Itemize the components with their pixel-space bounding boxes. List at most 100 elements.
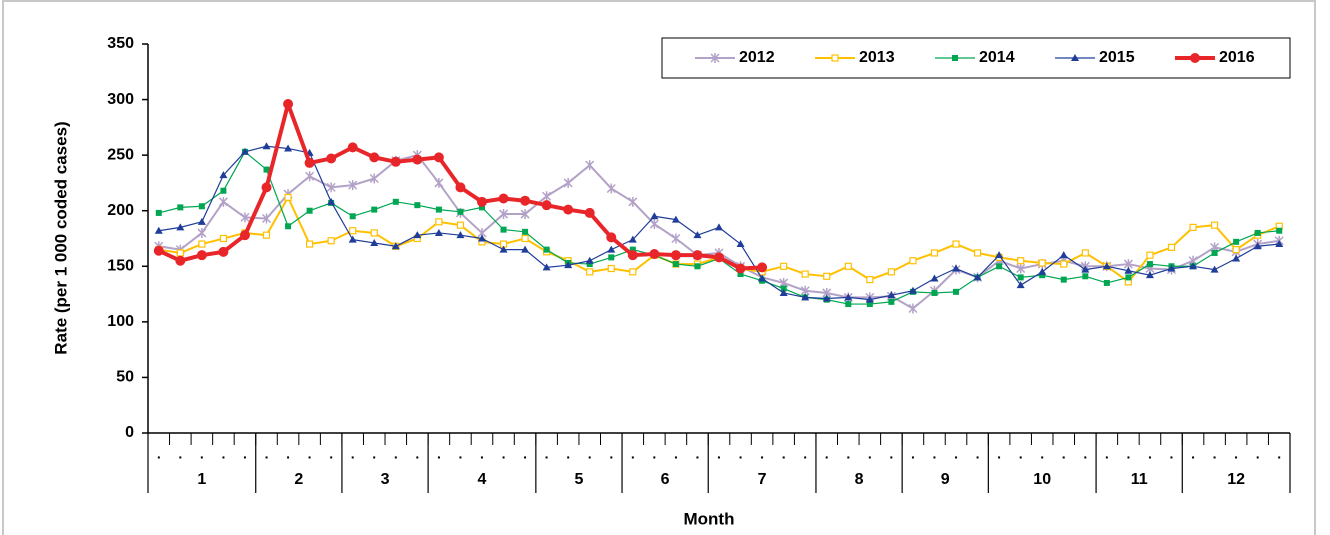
x-tick-label: . — [415, 446, 419, 462]
marker — [414, 202, 421, 209]
y-tick-label: 100 — [107, 313, 134, 330]
marker — [196, 250, 207, 261]
marker — [585, 256, 594, 264]
marker — [1232, 254, 1241, 262]
month-label: 11 — [1131, 471, 1148, 488]
marker — [1232, 246, 1240, 254]
marker — [349, 227, 357, 235]
x-tick-label: . — [739, 446, 743, 462]
x-tick-label: . — [803, 446, 807, 462]
x-tick-label: . — [200, 446, 204, 462]
x-tick-label: . — [523, 446, 527, 462]
marker — [1211, 249, 1218, 256]
marker — [1038, 259, 1046, 267]
marker — [735, 263, 746, 274]
x-tick-label: . — [609, 446, 613, 462]
marker — [1145, 271, 1154, 279]
marker — [520, 209, 530, 220]
marker — [284, 193, 292, 201]
marker — [563, 177, 573, 188]
x-tick-label: . — [265, 446, 269, 462]
marker — [1060, 276, 1067, 283]
marker — [218, 246, 229, 257]
y-tick-label: 0 — [125, 424, 134, 441]
month-label: 3 — [381, 471, 390, 488]
marker — [1253, 242, 1262, 250]
marker — [973, 273, 982, 281]
marker — [607, 245, 616, 253]
legend-marker — [710, 53, 720, 63]
marker — [522, 228, 529, 235]
marker — [327, 237, 335, 245]
marker — [261, 213, 272, 224]
x-tick-label: . — [846, 446, 850, 462]
marker — [693, 231, 702, 239]
month-label: 2 — [294, 471, 303, 488]
marker — [326, 153, 337, 164]
marker — [348, 180, 358, 191]
marker — [670, 250, 681, 261]
marker — [672, 261, 679, 268]
marker — [521, 234, 529, 243]
x-tick-label: . — [1040, 446, 1044, 462]
marker — [1082, 273, 1089, 280]
marker — [347, 142, 358, 153]
marker — [435, 206, 442, 213]
marker — [326, 182, 336, 193]
legend-label: 2016 — [1219, 49, 1255, 66]
series-line — [158, 145, 1280, 301]
x-tick-label: . — [545, 446, 549, 462]
marker — [306, 207, 313, 214]
marker — [155, 209, 162, 216]
marker — [952, 264, 961, 272]
marker — [930, 249, 939, 257]
month-label: 8 — [855, 471, 864, 488]
y-tick-label: 50 — [116, 369, 134, 386]
marker — [649, 249, 660, 260]
x-tick-label: . — [1148, 446, 1152, 462]
x-tick-label: . — [933, 446, 937, 462]
x-tick-label: . — [976, 446, 980, 462]
marker — [801, 293, 810, 301]
series-line — [158, 196, 1280, 283]
marker — [1016, 281, 1025, 289]
marker — [1275, 240, 1284, 248]
marker — [627, 250, 638, 261]
x-tick-label: . — [157, 446, 161, 462]
marker — [1189, 262, 1198, 270]
x-tick-label: . — [674, 446, 678, 462]
marker — [220, 187, 227, 194]
marker — [369, 152, 380, 163]
x-tick-label: . — [1062, 446, 1066, 462]
month-label: 12 — [1227, 471, 1245, 488]
x-tick-label: . — [243, 446, 247, 462]
marker — [261, 182, 272, 193]
x-tick-label: . — [502, 446, 506, 462]
marker — [1016, 263, 1026, 274]
marker — [607, 264, 615, 273]
marker — [434, 228, 443, 236]
y-tick-label: 200 — [107, 202, 134, 219]
marker — [909, 257, 917, 265]
marker — [304, 157, 315, 168]
marker — [585, 160, 595, 171]
marker — [433, 152, 444, 163]
marker — [412, 154, 423, 165]
marker — [305, 171, 315, 182]
marker — [715, 223, 723, 231]
x-tick-label: . — [351, 446, 355, 462]
legend-marker — [1071, 54, 1079, 61]
marker — [1102, 262, 1111, 270]
x-tick-label: . — [954, 446, 958, 462]
marker — [176, 223, 185, 231]
month-label: 9 — [941, 471, 950, 488]
marker — [1276, 227, 1283, 234]
marker — [456, 221, 465, 229]
marker — [434, 177, 444, 188]
x-tick-label: . — [1256, 446, 1260, 462]
marker — [1146, 261, 1153, 268]
x-tick-label: . — [631, 446, 635, 462]
x-tick-label: . — [372, 446, 376, 462]
marker — [542, 263, 551, 271]
marker — [239, 230, 250, 241]
